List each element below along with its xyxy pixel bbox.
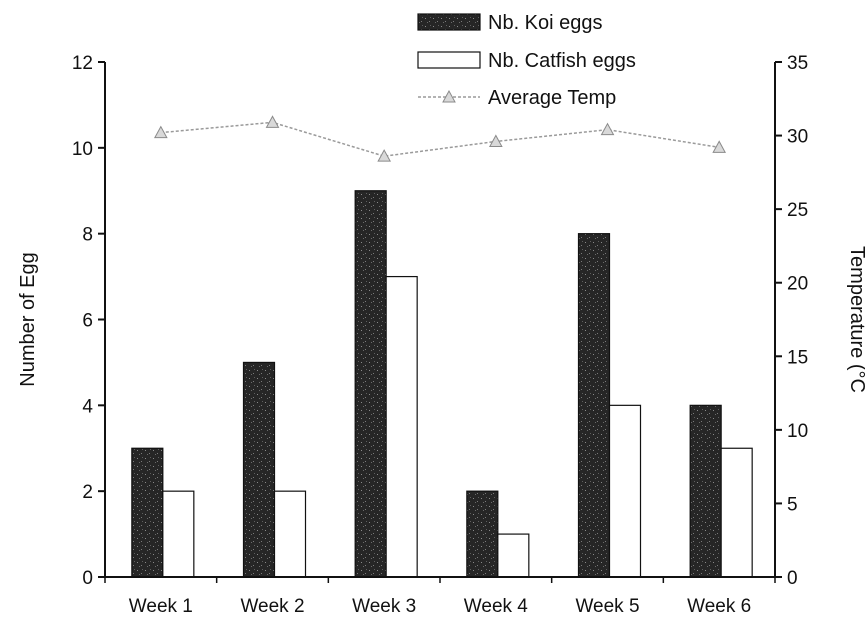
y-tick-label: 8 — [82, 225, 93, 246]
koi-bar-6 — [689, 404, 722, 578]
catfish-bar-3 — [385, 275, 418, 578]
koi-bar-5 — [577, 233, 611, 578]
temperature-point-5 — [600, 122, 615, 136]
x-tick-label: Week 3 — [352, 596, 416, 617]
catfish-bar-2 — [273, 490, 307, 578]
x-tick-label: Week 1 — [129, 596, 193, 617]
y-tick-label: 4 — [82, 396, 93, 417]
temperature-point-1 — [153, 125, 168, 139]
legend-label: Nb. Koi eggs — [488, 12, 603, 34]
y2-tick-label: 30 — [787, 127, 808, 148]
koi-bar-1 — [131, 447, 164, 578]
legend-catfish-swatch — [417, 51, 481, 69]
x-tick-label: Week 2 — [240, 596, 304, 617]
temperature-point-3 — [377, 149, 392, 162]
y2-tick-label: 0 — [787, 568, 798, 589]
x-tick-label: Week 4 — [464, 596, 529, 617]
catfish-bar-4 — [497, 533, 530, 578]
temperature-point-2 — [265, 115, 280, 128]
y2-axis-title: Temperature (°C — [846, 246, 865, 393]
temperature-line-layer — [153, 115, 727, 162]
x-tick-label: Week 6 — [687, 596, 751, 617]
temperature-line — [160, 121, 720, 157]
y-tick-label: 6 — [82, 311, 93, 332]
y-axis-title: Number of Egg — [17, 252, 39, 387]
catfish-bar-6 — [720, 447, 753, 578]
legend-label: Average Temp — [488, 87, 616, 109]
y-tick-label: 12 — [72, 53, 93, 74]
y-tick-label: 0 — [82, 568, 93, 589]
y2-tick-label: 25 — [787, 200, 808, 221]
y2-tick-label: 35 — [787, 53, 808, 74]
catfish-bar-1 — [162, 490, 195, 578]
y-tick-label: 10 — [72, 139, 93, 160]
bar-layer — [131, 190, 753, 578]
legend: Nb. Koi eggs Nb. Catfish eggs Average Temp — [417, 12, 636, 109]
x-tick-label: Week 5 — [575, 596, 639, 617]
y2-tick-label: 20 — [787, 274, 808, 295]
catfish-bar-5 — [608, 404, 642, 578]
koi-bar-2 — [242, 361, 276, 578]
koi-bar-4 — [466, 490, 499, 578]
axes: 0 2 4 6 8 10 12 0 5 10 15 20 25 30 35 Week 1 Week 2 Week … — [72, 53, 808, 617]
y2-tick-label: 15 — [787, 347, 808, 368]
legend-label: Nb. Catfish eggs — [488, 50, 636, 72]
y-tick-label: 2 — [82, 482, 93, 503]
temperature-point-6 — [712, 140, 727, 153]
legend-temp-marker — [442, 89, 456, 103]
temperature-point-4 — [488, 134, 503, 147]
y2-tick-label: 5 — [787, 494, 798, 515]
y2-tick-label: 10 — [787, 421, 808, 442]
koi-bar-3 — [354, 190, 387, 578]
legend-koi-swatch — [417, 13, 481, 31]
